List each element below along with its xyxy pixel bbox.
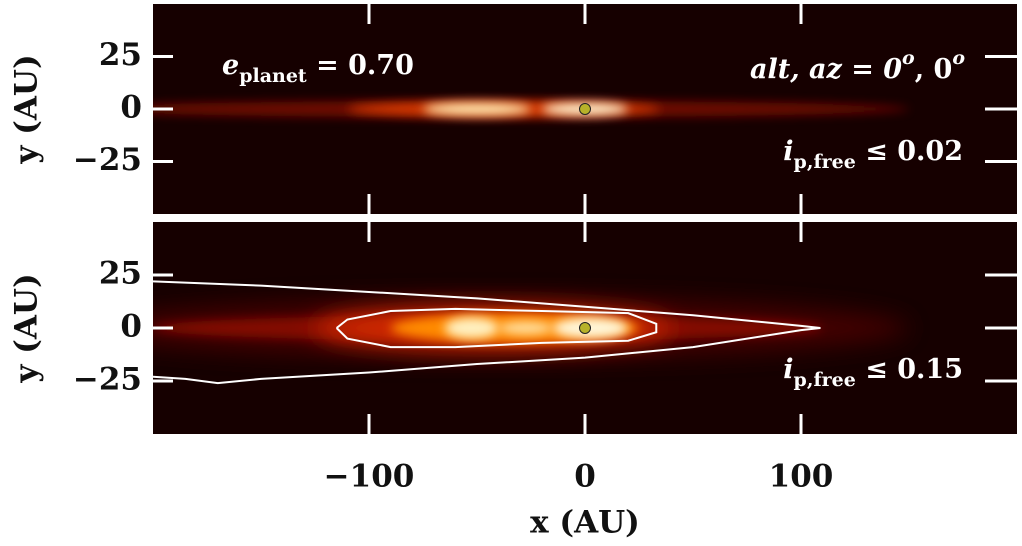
- annotation-part: o: [902, 47, 915, 69]
- annotation: alt, az = 0o, 0o: [750, 47, 965, 85]
- annotation: ip,free ≤ 0.02: [783, 136, 963, 174]
- panel: [153, 222, 1017, 434]
- annotation: eplanet = 0.70: [222, 50, 414, 88]
- annotation-part: alt, az = 0: [750, 54, 902, 85]
- annotation-part: p,free: [794, 369, 856, 391]
- annotation-part: ≤ 0.15: [856, 354, 963, 385]
- y-tick-label: 25: [99, 256, 142, 292]
- y-axis-label: y (AU): [9, 54, 45, 164]
- planet: [579, 103, 591, 115]
- disk-bright: [498, 321, 553, 335]
- y-tick-label: 0: [120, 309, 142, 345]
- planet: [579, 322, 591, 334]
- y-tick-label: −25: [73, 362, 142, 398]
- x-axis-label: x (AU): [530, 505, 640, 541]
- annotation-part: p,free: [794, 151, 856, 173]
- annotation-part: = 0.70: [307, 50, 414, 81]
- annotation-part: planet: [239, 65, 307, 87]
- annotation-part: i: [783, 354, 793, 385]
- x-tick-label: −100: [324, 459, 415, 495]
- x-tick-label: 0: [574, 459, 596, 495]
- annotation-part: , 0: [915, 54, 953, 85]
- y-axis-label: y (AU): [9, 273, 45, 383]
- annotation: ip,free ≤ 0.15: [783, 354, 963, 392]
- contour: [153, 280, 821, 385]
- annotation-part: o: [952, 47, 965, 69]
- y-tick-label: 25: [99, 37, 142, 73]
- panel: [153, 4, 1017, 214]
- annotation-part: e: [222, 50, 239, 81]
- disk-bright: [444, 317, 499, 339]
- y-tick-label: 0: [120, 90, 142, 126]
- x-tick-label: 100: [769, 459, 834, 495]
- contour: [335, 307, 658, 349]
- annotation-part: i: [783, 136, 793, 167]
- y-tick-label: −25: [73, 142, 142, 178]
- disk-bright: [423, 102, 531, 116]
- annotation-part: ≤ 0.02: [856, 136, 963, 167]
